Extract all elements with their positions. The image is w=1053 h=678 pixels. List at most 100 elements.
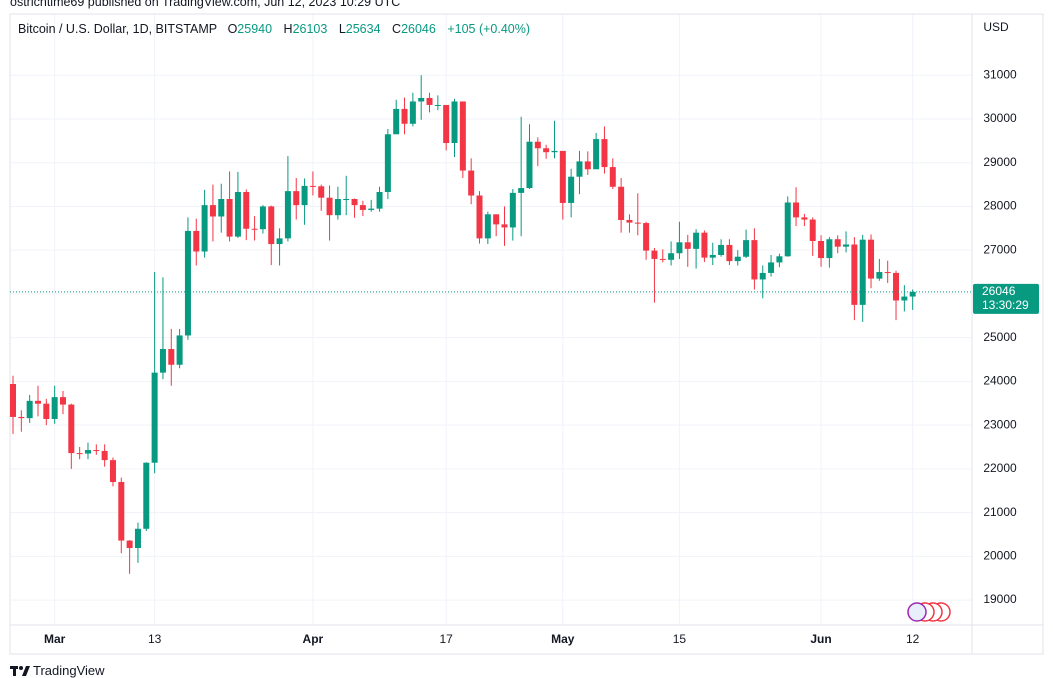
y-axis-label: USD: [983, 20, 1009, 34]
candle-body: [909, 291, 916, 297]
candle-body: [43, 403, 50, 420]
last-price-box: [973, 283, 1039, 314]
candle-body: [226, 199, 233, 237]
y-tick-label: 20000: [983, 549, 1017, 563]
candle-body: [743, 240, 750, 257]
candle-body: [326, 197, 333, 216]
candle-body: [751, 240, 758, 280]
candle-body: [618, 186, 625, 220]
ohlc-value: 26103: [292, 22, 328, 36]
candle-body: [543, 148, 550, 153]
candle-body: [534, 141, 541, 149]
candle-body: [884, 272, 891, 274]
publisher: ostrichtime69 published on TradingView.c…: [10, 0, 401, 9]
y-tick-label: 22000: [983, 461, 1017, 475]
candle-body: [734, 256, 741, 262]
candle-body: [559, 150, 566, 203]
candle-body: [893, 272, 900, 301]
candle-body: [793, 202, 800, 218]
candle-body: [184, 230, 191, 336]
candle-body: [193, 230, 200, 252]
candle-body: [68, 404, 75, 454]
ohlc-letter: H: [283, 22, 293, 36]
candle-body: [426, 97, 433, 105]
ohlc-value: 26046: [401, 22, 436, 36]
candle-body: [459, 101, 466, 171]
candle-body: [18, 416, 25, 419]
candle-body: [709, 254, 716, 258]
candle-body: [126, 540, 133, 549]
ohlc-value: 25940: [237, 22, 273, 36]
candle-body: [601, 139, 608, 168]
candle-body: [143, 462, 150, 529]
candle-body: [451, 101, 458, 144]
candle-body: [351, 199, 358, 206]
y-tick-label: 23000: [983, 417, 1017, 431]
ohlc-value: 25634: [345, 22, 381, 36]
candle-body: [701, 232, 708, 258]
chart-frame: [9, 13, 1044, 655]
ohlc-letter: C: [392, 22, 402, 36]
candle-body: [234, 192, 241, 237]
candle-body: [334, 199, 341, 216]
candle-body: [443, 104, 450, 144]
candle-body: [551, 150, 558, 153]
candle-body: [476, 195, 483, 239]
candle-body: [59, 397, 66, 405]
candle-body: [34, 400, 41, 404]
y-tick-label: 29000: [983, 155, 1017, 169]
candle-body: [501, 224, 508, 228]
candle-body: [218, 199, 225, 217]
candle-body: [409, 101, 416, 124]
x-tick-label: Apr: [303, 632, 324, 646]
candle-body: [901, 296, 908, 301]
candle-body: [51, 397, 58, 420]
candle-body: [168, 349, 175, 365]
candle-body: [276, 238, 283, 245]
candle-body: [826, 239, 833, 259]
candle-body: [318, 186, 325, 198]
symbol-header: Bitcoin / U.S. Dollar, 1D, BITSTAMP O259…: [18, 22, 538, 36]
y-tick-label: 24000: [983, 374, 1017, 388]
candle-body: [359, 205, 366, 210]
candle-body: [309, 185, 316, 187]
candle-body: [93, 450, 100, 452]
y-tick-label: 28000: [983, 199, 1017, 213]
candle-body: [784, 202, 791, 257]
candle-body: [776, 256, 783, 263]
watermark: TradingView: [10, 663, 105, 678]
candle-body: [609, 167, 616, 187]
candle-body: [526, 141, 533, 189]
candle-body: [868, 239, 875, 279]
x-tick-label: 17: [440, 632, 454, 646]
candle-body: [584, 161, 591, 170]
candle-body: [209, 205, 216, 217]
countdown: 13:30:29: [982, 298, 1029, 312]
candle-body: [509, 192, 516, 228]
candle-body: [393, 108, 400, 135]
candle-body: [384, 134, 391, 193]
candle-body: [201, 205, 208, 252]
candle-body: [684, 242, 691, 249]
candle-body: [118, 481, 125, 541]
candle-body: [818, 240, 825, 259]
grid: [10, 14, 972, 625]
candle-body: [659, 258, 666, 260]
watermark-text: TradingView: [33, 663, 105, 678]
candle-body: [634, 222, 641, 224]
candle-body: [26, 400, 33, 419]
candle-body: [376, 192, 383, 209]
candle-body: [518, 188, 525, 193]
candle-body: [10, 384, 16, 417]
candle-body: [834, 239, 841, 247]
ohlc-letter: O: [227, 22, 238, 36]
candle-body: [134, 528, 141, 549]
candle-body: [301, 185, 308, 206]
ohlc-letter: L: [338, 22, 346, 36]
chart: USD 19000 20000 21000 22000 23000 24000 25000 2…: [9, 13, 1044, 655]
candle-body: [76, 453, 83, 455]
candle-body: [859, 239, 866, 305]
x-tick-label: May: [551, 632, 575, 646]
candle-body: [268, 206, 275, 245]
logo: [10, 665, 30, 676]
